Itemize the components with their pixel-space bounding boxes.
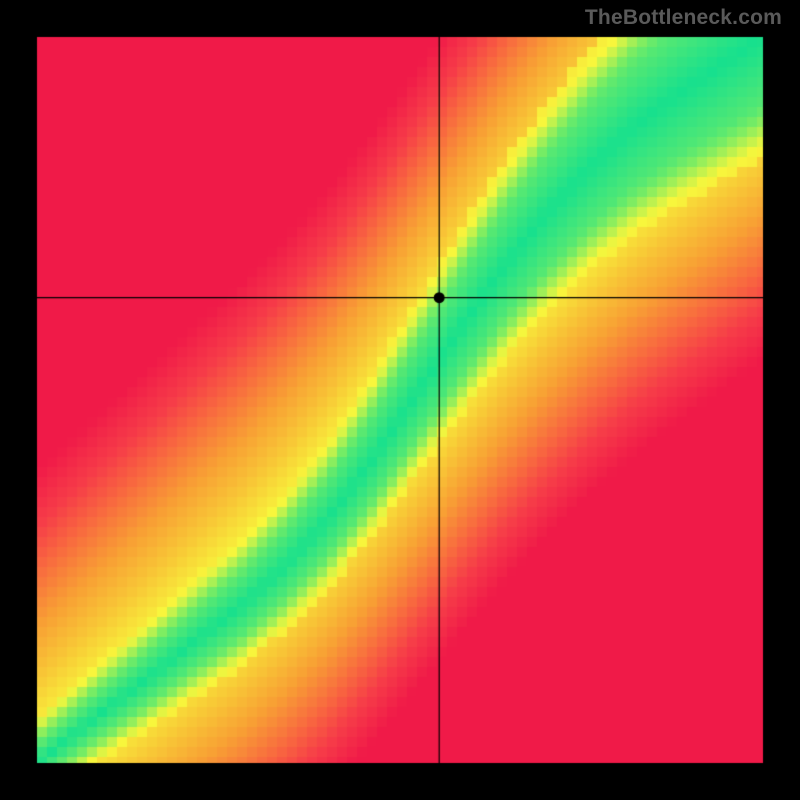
bottleneck-heatmap bbox=[0, 0, 800, 800]
watermark-text: TheBottleneck.com bbox=[585, 6, 782, 30]
chart-container: TheBottleneck.com bbox=[0, 0, 800, 800]
